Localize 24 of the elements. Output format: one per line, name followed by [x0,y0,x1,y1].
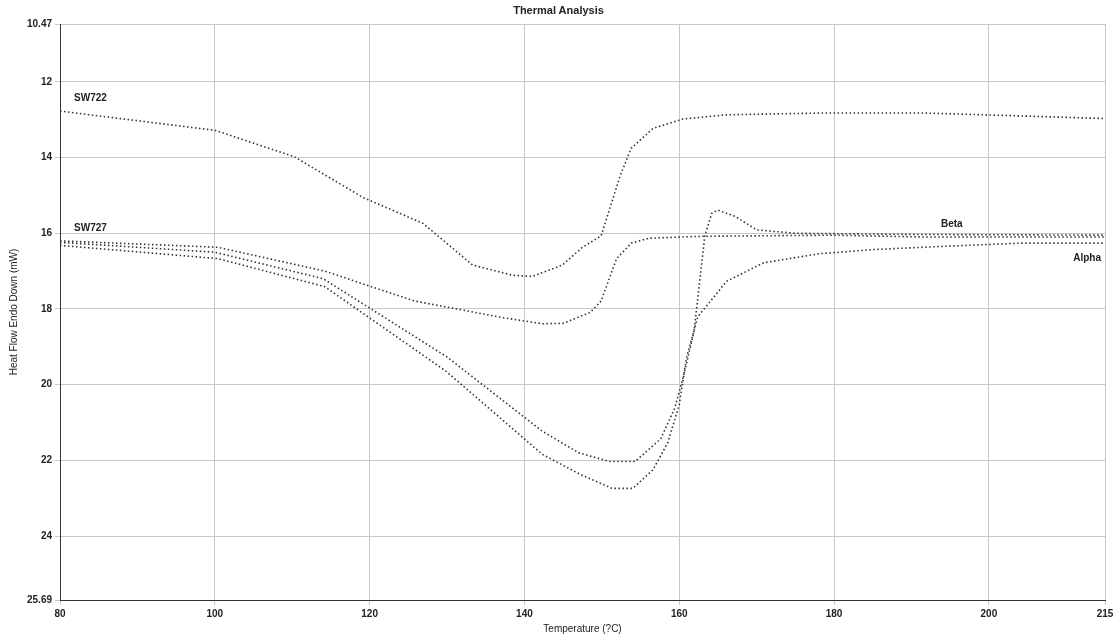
y-tick-label: 16 [40,227,53,239]
x-axis-title: Temperature (?C) [543,622,622,634]
y-tick-label: 12 [40,75,53,87]
x-tick-label: 80 [54,607,67,619]
x-tick-label: 200 [980,607,998,619]
y-tick-label: 10.47 [26,17,53,29]
x-tick-label: 180 [825,607,843,619]
y-tick-label: 22 [40,454,53,466]
annotation: SW722 [74,91,108,103]
x-tick-label: 215 [1096,607,1114,619]
y-tick-label: 14 [40,151,53,163]
y-axis-title: Heat Flow Endo Down (mW) [7,248,19,376]
annotation: SW727 [74,221,108,233]
y-tick-label: 20 [40,378,53,390]
y-tick-label: 24 [40,529,53,541]
chart-title: Thermal Analysis [512,4,605,16]
annotation: Alpha [1073,251,1102,263]
x-tick-label: 160 [670,607,689,619]
x-tick-label: 120 [361,607,379,619]
annotation: Beta [940,217,964,229]
y-tick-label: 25.69 [26,593,53,605]
y-tick-label: 18 [40,302,53,314]
x-tick-label: 100 [206,607,224,619]
x-tick-label: 140 [516,607,534,619]
